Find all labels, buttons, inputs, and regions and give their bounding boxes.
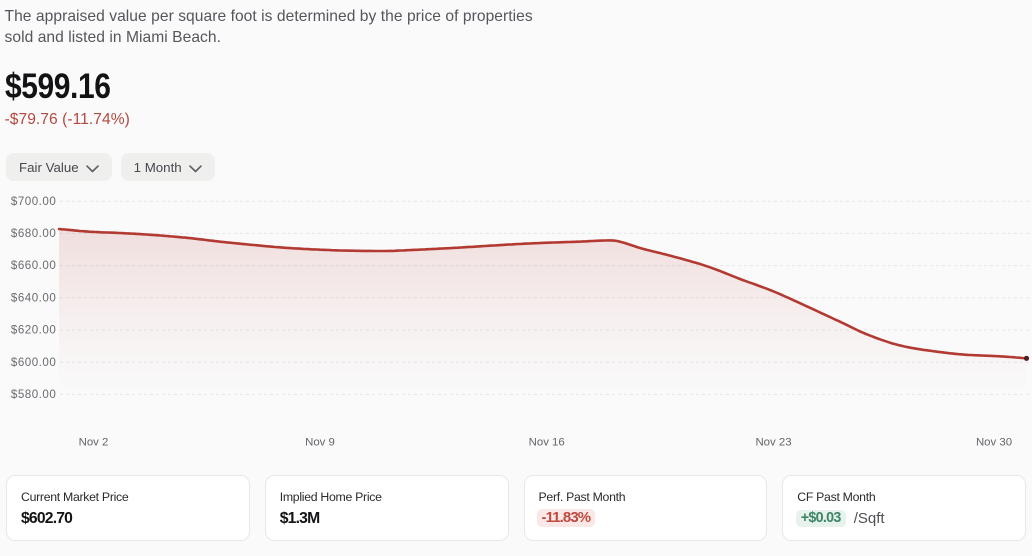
- svg-text:$660.00: $660.00: [11, 259, 56, 272]
- svg-text:Nov 16: Nov 16: [529, 437, 565, 449]
- svg-text:$700.00: $700.00: [11, 195, 56, 208]
- svg-text:$580.00: $580.00: [11, 388, 56, 401]
- svg-text:Nov 9: Nov 9: [305, 437, 335, 449]
- svg-text:$680.00: $680.00: [11, 227, 56, 240]
- svg-text:Nov 23: Nov 23: [755, 437, 791, 449]
- svg-text:Nov 30: Nov 30: [976, 437, 1012, 449]
- svg-text:Nov 2: Nov 2: [79, 437, 109, 449]
- svg-text:$620.00: $620.00: [11, 324, 56, 337]
- svg-text:$640.00: $640.00: [11, 291, 56, 304]
- svg-text:$600.00: $600.00: [11, 356, 56, 369]
